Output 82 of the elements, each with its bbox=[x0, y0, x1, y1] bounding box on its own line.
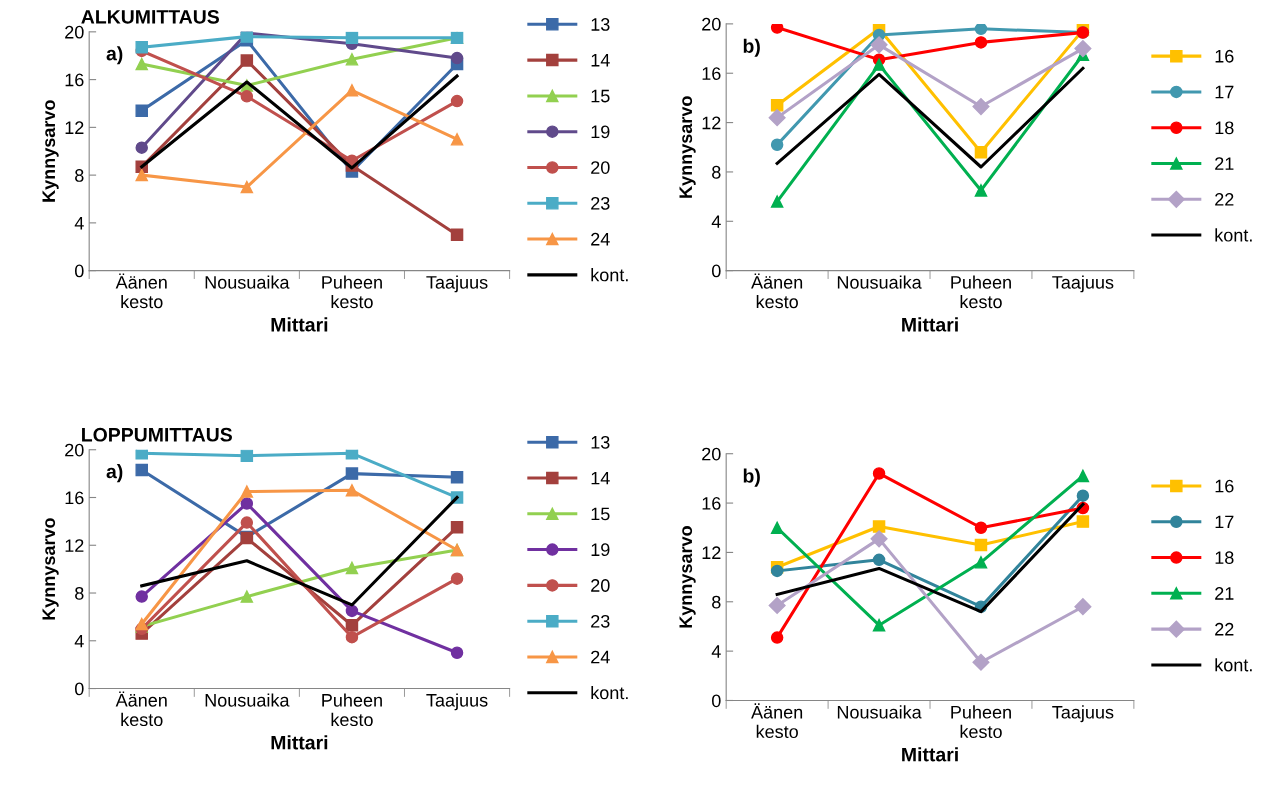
x-axis-title: Mittari bbox=[271, 317, 328, 332]
y-tick-label: 12 bbox=[702, 546, 721, 559]
y-tick-label: 20 bbox=[65, 443, 84, 457]
annotation: b) bbox=[743, 38, 760, 57]
annotation: b) bbox=[743, 468, 760, 487]
x-axis-title: Mittari bbox=[902, 317, 958, 332]
x-tick-label: Nousuaika bbox=[837, 705, 922, 719]
chart-title: ALKUMITTAUS bbox=[81, 9, 219, 24]
x-tick-label: Nousuaika bbox=[205, 693, 290, 707]
legend-label: 21 bbox=[1215, 587, 1234, 600]
x-tick-label: Taajuus bbox=[1052, 705, 1114, 723]
y-tick-label: 16 bbox=[65, 73, 84, 87]
y-tick-label: 8 bbox=[75, 586, 84, 600]
x-tick-label: Nousuaika bbox=[205, 275, 290, 289]
legend-label: 16 bbox=[1215, 49, 1234, 63]
x-tick-label: Puheen kesto bbox=[322, 693, 382, 727]
legend-label: 24 bbox=[591, 232, 610, 246]
y-axis-title: Kynnysarvo bbox=[679, 96, 696, 198]
legend-label: kont. bbox=[591, 685, 628, 700]
annotation: a) bbox=[106, 464, 123, 483]
y-tick-label: 20 bbox=[65, 25, 84, 39]
y-tick-label: 20 bbox=[702, 17, 721, 31]
x-axis-title: Mittari bbox=[902, 747, 958, 762]
y-tick-label: 12 bbox=[702, 116, 721, 130]
legend-label: 23 bbox=[591, 196, 610, 210]
x-tick-label: Äänen kesto bbox=[751, 703, 803, 739]
y-tick-label: 4 bbox=[74, 217, 84, 230]
legend-label: kont. bbox=[1215, 228, 1252, 242]
y-tick-label: 0 bbox=[711, 264, 721, 278]
x-tick-label: Nousuaika bbox=[837, 275, 922, 289]
legend-label: 13 bbox=[591, 18, 610, 31]
legend-label: 19 bbox=[591, 543, 610, 557]
y-axis-title: Kynnysarvo bbox=[42, 518, 59, 620]
legend-label: kont. bbox=[591, 268, 628, 282]
legend-label: 24 bbox=[591, 650, 610, 664]
y-tick-label: 0 bbox=[711, 694, 721, 708]
legend-label: 13 bbox=[591, 435, 610, 449]
legend-label: 23 bbox=[591, 614, 610, 628]
y-tick-label: 16 bbox=[702, 67, 721, 80]
x-tick-label: Puheen kesto bbox=[951, 705, 1011, 739]
y-tick-label: 16 bbox=[702, 497, 721, 510]
y-tick-label: 12 bbox=[65, 539, 84, 552]
y-axis-title: Kynnysarvo bbox=[42, 100, 59, 202]
legend-label: 17 bbox=[1215, 515, 1234, 529]
y-tick-label: 8 bbox=[75, 169, 84, 182]
legend-label: 16 bbox=[1215, 479, 1234, 493]
y-tick-label: 4 bbox=[711, 645, 721, 658]
y-tick-label: 20 bbox=[702, 447, 721, 461]
legend-label: 18 bbox=[1215, 121, 1234, 135]
y-tick-label: 0 bbox=[74, 264, 84, 278]
legend-label: 14 bbox=[591, 54, 610, 67]
annotation: a) bbox=[106, 46, 123, 65]
x-tick-label: Taajuus bbox=[426, 693, 488, 711]
legend-label: 22 bbox=[1215, 193, 1234, 206]
legend-label: 22 bbox=[1215, 622, 1234, 636]
legend-label: 20 bbox=[591, 161, 610, 174]
legend-label: 20 bbox=[591, 579, 610, 592]
legend-label: 14 bbox=[591, 471, 610, 485]
y-axis-title: Kynnysarvo bbox=[679, 526, 696, 628]
y-tick-label: 8 bbox=[712, 595, 721, 609]
x-tick-label: Puheen kesto bbox=[951, 275, 1011, 309]
legend-label: 18 bbox=[1215, 551, 1234, 565]
legend-label: 15 bbox=[591, 89, 610, 103]
x-tick-label: Äänen kesto bbox=[115, 273, 167, 309]
chart-title: LOPPUMITTAUS bbox=[82, 427, 232, 442]
legend-label: kont. bbox=[1215, 658, 1252, 672]
y-tick-label: 16 bbox=[65, 491, 84, 505]
y-tick-label: 12 bbox=[65, 121, 84, 134]
x-tick-label: Äänen kesto bbox=[751, 273, 803, 309]
y-tick-label: 8 bbox=[712, 165, 721, 179]
y-tick-label: 4 bbox=[74, 634, 84, 648]
x-axis-title: Mittari bbox=[271, 735, 328, 750]
legend-label: 21 bbox=[1215, 157, 1234, 170]
legend-label: 19 bbox=[591, 125, 610, 139]
y-tick-label: 0 bbox=[74, 682, 84, 696]
y-tick-label: 4 bbox=[711, 215, 721, 228]
x-tick-label: Äänen kesto bbox=[115, 691, 167, 727]
legend-label: 17 bbox=[1215, 85, 1234, 99]
x-tick-label: Puheen kesto bbox=[322, 275, 382, 309]
x-tick-label: Taajuus bbox=[1052, 275, 1114, 293]
x-tick-label: Taajuus bbox=[426, 275, 488, 293]
legend-label: 15 bbox=[591, 507, 610, 521]
